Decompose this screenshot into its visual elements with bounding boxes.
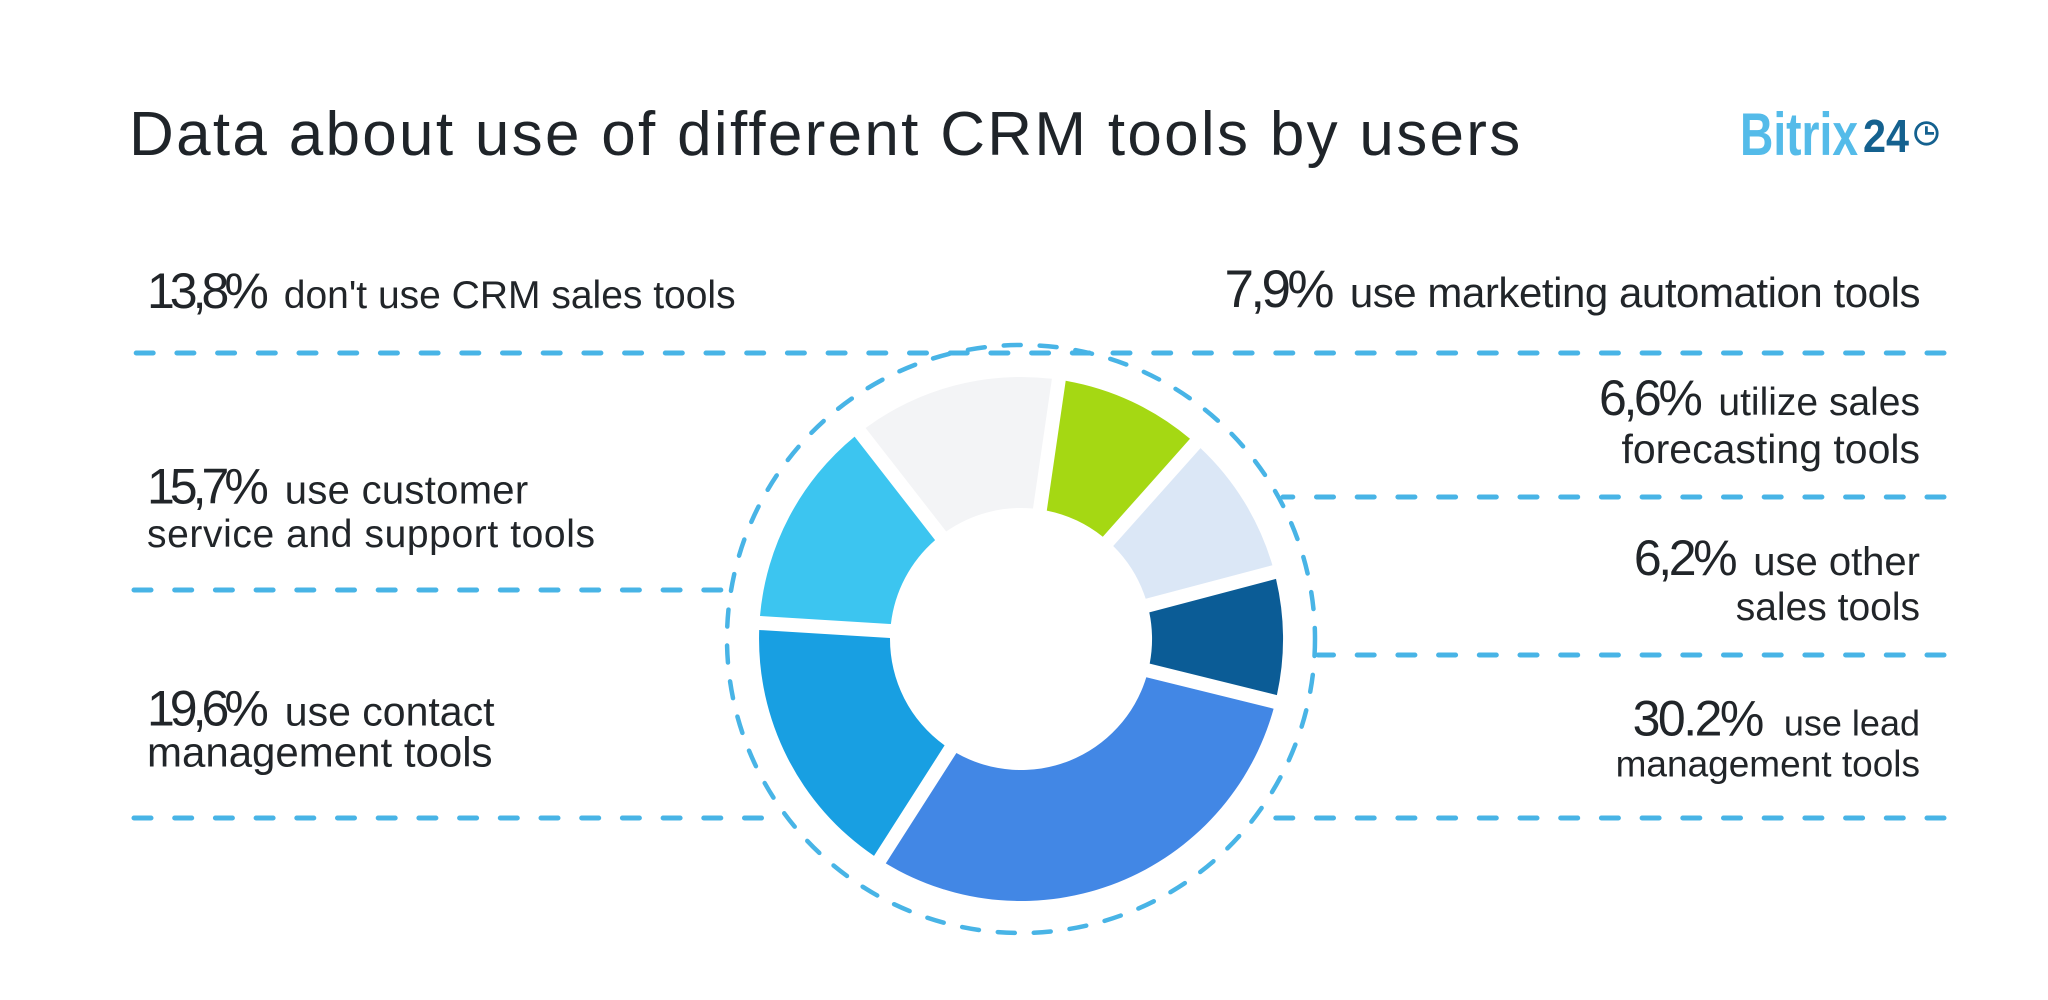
svg-text:13,8%don't use CRM sales tools: 13,8% don't use CRM sales tools xyxy=(147,263,736,319)
svg-text:7,9%use marketing automation t: 7,9% use marketing automation tools xyxy=(1224,260,1920,319)
svg-text:15,7%use customer: 15,7% use customer xyxy=(147,459,528,515)
svg-text:6,2%use other: 6,2% use other xyxy=(1634,530,1920,586)
svg-text:sales tools: sales tools xyxy=(1736,586,1920,629)
svg-text:forecasting tools: forecasting tools xyxy=(1621,426,1920,472)
svg-text:19,6%use contact: 19,6% use contact xyxy=(147,681,495,737)
svg-text:service and support tools: service and support tools xyxy=(147,513,596,556)
svg-text:Bitrix: Bitrix xyxy=(1740,101,1858,168)
svg-text:30.2%use lead: 30.2% use lead xyxy=(1633,691,1920,747)
svg-text:6,6%utilize sales: 6,6% utilize sales xyxy=(1599,370,1920,426)
svg-text:management tools: management tools xyxy=(1616,744,1920,785)
svg-text:management tools: management tools xyxy=(147,729,493,776)
svg-text:24: 24 xyxy=(1863,110,1909,162)
